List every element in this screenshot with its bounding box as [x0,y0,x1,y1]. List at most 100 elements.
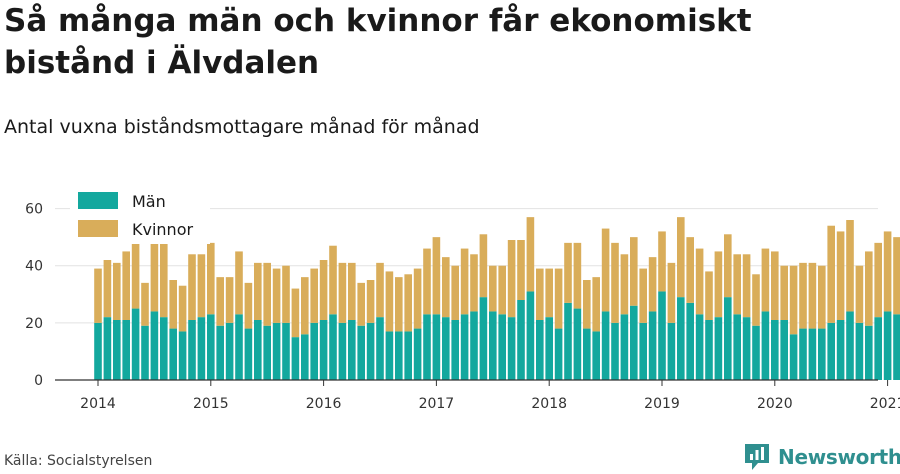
bar-women [883,231,892,312]
bar-women [611,242,619,323]
bar-women [338,262,347,323]
bar-women [348,262,356,320]
bar-women [188,254,196,320]
bar-men [263,325,271,380]
bar-men [724,297,732,380]
bar-women [865,251,873,326]
bar-men [216,325,224,380]
bar-women [874,242,882,318]
bar-men [639,322,647,380]
bar-women [564,242,572,303]
bar-men [836,320,845,380]
y-tick-label: 60 [25,202,43,218]
bar-men [385,331,394,380]
bar-men [846,311,854,380]
bar-men [686,302,694,380]
bar-men [413,328,422,380]
chart-subtitle: Antal vuxna biståndsmottagare månad för … [4,116,480,138]
bar-men [564,302,572,380]
bar-women [272,268,281,323]
bar-women [310,268,318,323]
bar-men [160,317,168,380]
bar-men [254,320,262,380]
bar-men [131,308,140,380]
bar-women [235,251,243,315]
bar-men [319,320,328,380]
bar-women [648,257,657,312]
axes: 0 20 40 60 2014 2015 2016 2017 2018 2019 2020 2021 [25,202,900,412]
bar-men [648,311,657,380]
bar-women [724,234,732,298]
bar-men [865,325,873,380]
bar-women [545,268,553,318]
bar-women [855,265,864,323]
bar-women [244,282,253,329]
bar-women [207,242,215,315]
bar-men [442,317,450,380]
bar-men [545,317,553,380]
bar-women [395,277,403,332]
bar-men [780,320,788,380]
newsworthy-logo[interactable]: Newsworthy [744,443,900,471]
bar-men [761,311,770,380]
bar-men [536,320,544,380]
bar-women [131,242,140,309]
bar-men [348,320,356,380]
bar-women [263,262,271,326]
bar-men [94,322,102,380]
brand-name: Newsworthy [778,445,900,469]
bar-men [235,314,243,380]
source-note: Källa: Socialstyrelsen [4,453,153,469]
bar-women [479,234,488,298]
bar-women [103,260,112,318]
x-tick-label: 2018 [531,396,567,412]
bar-women [601,228,610,312]
bar-women [827,225,835,323]
bar-men [489,311,497,380]
bar-women [761,248,770,312]
bar-men [301,334,309,380]
bar-women [639,268,647,323]
bar-men [526,291,535,380]
bar-men [122,320,130,380]
bar-women [677,217,685,298]
legend-label: Män [132,192,166,211]
bar-women [742,254,751,318]
bar-men [874,317,882,380]
x-tick-label: 2017 [419,396,455,412]
bar-men [366,322,375,380]
bar-women [658,231,666,292]
bar-men [592,331,600,380]
x-tick-label: 2019 [644,396,680,412]
bar-men [677,297,685,380]
y-tick-label: 40 [25,259,43,275]
bar-women [846,220,854,312]
bar-men [893,314,900,380]
bar-men [733,314,741,380]
bar-men [197,317,206,380]
bar-men [169,328,177,380]
bar-women [733,254,741,315]
bar-men [799,328,807,380]
newsworthy-logo-icon [745,444,769,470]
bar-men [423,314,431,380]
legend-swatch [78,220,118,237]
bar-women [470,254,478,312]
bar-women [432,237,441,315]
bar-women [385,271,394,332]
bar-men [507,317,516,380]
bar-men [573,308,582,380]
bar-women [554,268,563,329]
bar-women [620,254,629,315]
bar-men [141,325,149,380]
bar-women [413,268,422,329]
bar-men [470,311,478,380]
bar-men [611,322,619,380]
bar-men [329,314,337,380]
bar-women [225,277,234,323]
bar-men [705,320,713,380]
bar-men [188,320,196,380]
bar-men [244,328,253,380]
x-tick-label: 2014 [80,396,116,412]
